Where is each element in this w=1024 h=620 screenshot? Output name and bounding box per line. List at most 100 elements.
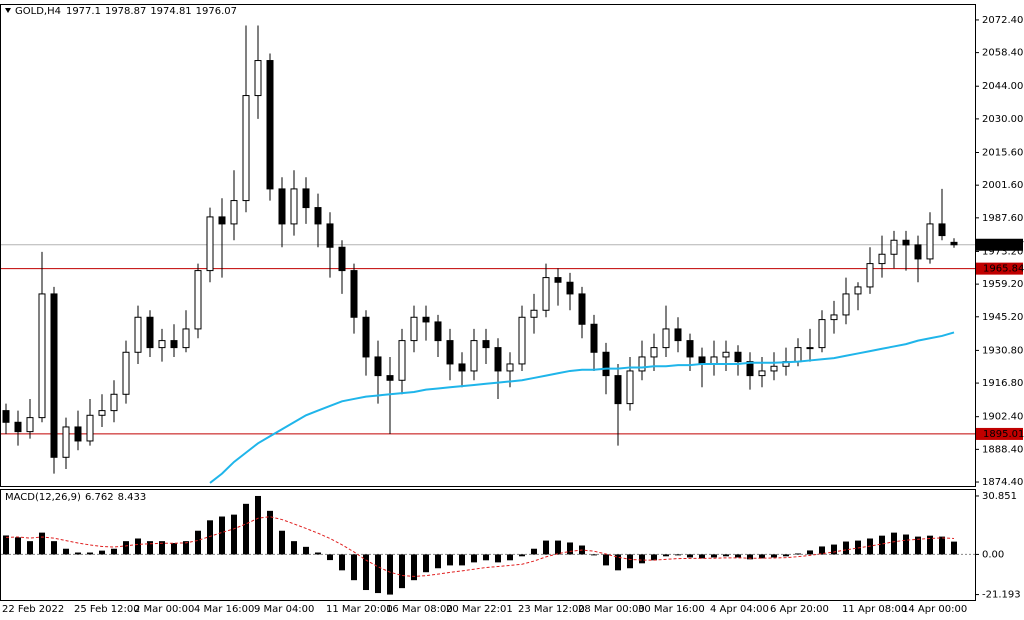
- candle-body: [158, 340, 166, 349]
- candle-body: [266, 60, 274, 190]
- macd-bar: [3, 535, 9, 555]
- candle-body: [950, 241, 958, 246]
- macd-bar: [783, 554, 789, 557]
- signal-value: 8.433: [118, 492, 147, 503]
- y-tick-label: 1888.40: [982, 444, 1023, 455]
- macd-bar: [159, 541, 165, 555]
- candle-body: [638, 356, 646, 372]
- candle-body: [458, 363, 466, 372]
- candle-body: [602, 351, 610, 377]
- macd-bar: [567, 542, 573, 555]
- candle-body: [890, 239, 898, 255]
- macd-bar: [519, 554, 525, 557]
- macd-bar: [231, 514, 237, 555]
- y-tick-label: 2044.00: [982, 81, 1023, 92]
- x-tick-label: 20 Mar 22:01: [446, 604, 513, 615]
- macd-bar: [651, 554, 657, 561]
- y-tick-label: 1930.80: [982, 345, 1023, 356]
- macd-bar: [495, 554, 501, 563]
- collapse-icon[interactable]: [5, 8, 11, 13]
- x-tick-label: 16 Mar 08:00: [386, 604, 453, 615]
- macd-bar: [675, 554, 681, 556]
- candle-body: [590, 323, 598, 353]
- candle-body: [818, 319, 826, 349]
- y-tick-label: 1987.60: [982, 213, 1023, 224]
- candle-body: [146, 316, 154, 349]
- y-tick-label: 2058.40: [982, 48, 1023, 59]
- candle-body: [494, 347, 502, 372]
- macd-bar: [327, 554, 333, 561]
- y-tick-label: 2072.40: [982, 15, 1023, 26]
- candle-body: [746, 361, 754, 377]
- level-label-box: [976, 262, 1023, 275]
- macd-bar: [63, 548, 69, 555]
- macd-bar: [219, 516, 225, 555]
- candle-body: [518, 316, 526, 365]
- macd-bar: [267, 510, 273, 555]
- macd-bar: [807, 550, 813, 555]
- macd-bar: [87, 552, 93, 555]
- macd-bar: [915, 536, 921, 555]
- candle-body: [626, 370, 634, 405]
- y-tick-label: 1916.80: [982, 378, 1023, 389]
- x-tick-label: 11 Mar 20:00: [326, 604, 393, 615]
- candle-body: [698, 356, 706, 365]
- macd-bar: [147, 541, 153, 555]
- macd-bar: [795, 553, 801, 555]
- macd-name: MACD(12,26,9): [5, 492, 81, 503]
- macd-header: MACD(12,26,9) 6.762 8.433: [5, 492, 146, 503]
- candle-body: [122, 351, 130, 395]
- candle-body: [830, 314, 838, 321]
- candle-body: [506, 363, 514, 372]
- candle-body: [542, 277, 550, 311]
- candle-body: [62, 426, 70, 458]
- macd-bar: [723, 554, 729, 557]
- candle-body: [326, 223, 334, 248]
- candle-body: [686, 340, 694, 358]
- candle-body: [734, 351, 742, 363]
- candle-body: [134, 316, 142, 353]
- macd-bar: [303, 546, 309, 555]
- candle-body: [866, 263, 874, 288]
- macd-value: 6.762: [85, 492, 114, 503]
- candle-body: [338, 246, 346, 272]
- macd-bar: [315, 552, 321, 555]
- macd-bar: [627, 554, 633, 569]
- macd-bar: [447, 554, 453, 566]
- low: 1974.81: [150, 6, 191, 17]
- symbol: GOLD,H4: [15, 6, 61, 17]
- candle-body: [290, 188, 298, 225]
- candle-body: [302, 188, 310, 209]
- macd-bar: [435, 554, 441, 569]
- macd-bar: [831, 544, 837, 555]
- candle-body: [362, 316, 370, 358]
- candle-body: [98, 410, 106, 416]
- x-tick-label: 23 Mar 12:00: [518, 604, 585, 615]
- macd-bar: [39, 532, 45, 555]
- x-tick-label: 4 Mar 16:00: [194, 604, 254, 615]
- y-tick-label: 30.851: [982, 491, 1017, 502]
- candle-body: [674, 328, 682, 342]
- level-label: 1965.84: [983, 264, 1024, 275]
- candle-body: [662, 328, 670, 349]
- y-tick-label: 1902.40: [982, 412, 1023, 423]
- macd-bar: [531, 548, 537, 555]
- macd-bar: [411, 554, 417, 581]
- candle-body: [482, 340, 490, 349]
- candle-body: [386, 375, 394, 381]
- candle-body: [26, 417, 34, 433]
- candle-body: [398, 340, 406, 381]
- macd-bar: [735, 554, 741, 558]
- candle-body: [650, 347, 658, 358]
- candle-body: [614, 375, 622, 405]
- candle-body: [530, 309, 538, 318]
- x-tick-label: 14 Apr 00:00: [902, 604, 967, 615]
- macd-bar: [135, 538, 141, 555]
- candle-body: [854, 286, 862, 295]
- candle-body: [2, 410, 10, 423]
- candle-body: [434, 321, 442, 342]
- candle-body: [86, 414, 94, 442]
- candle-body: [182, 328, 190, 349]
